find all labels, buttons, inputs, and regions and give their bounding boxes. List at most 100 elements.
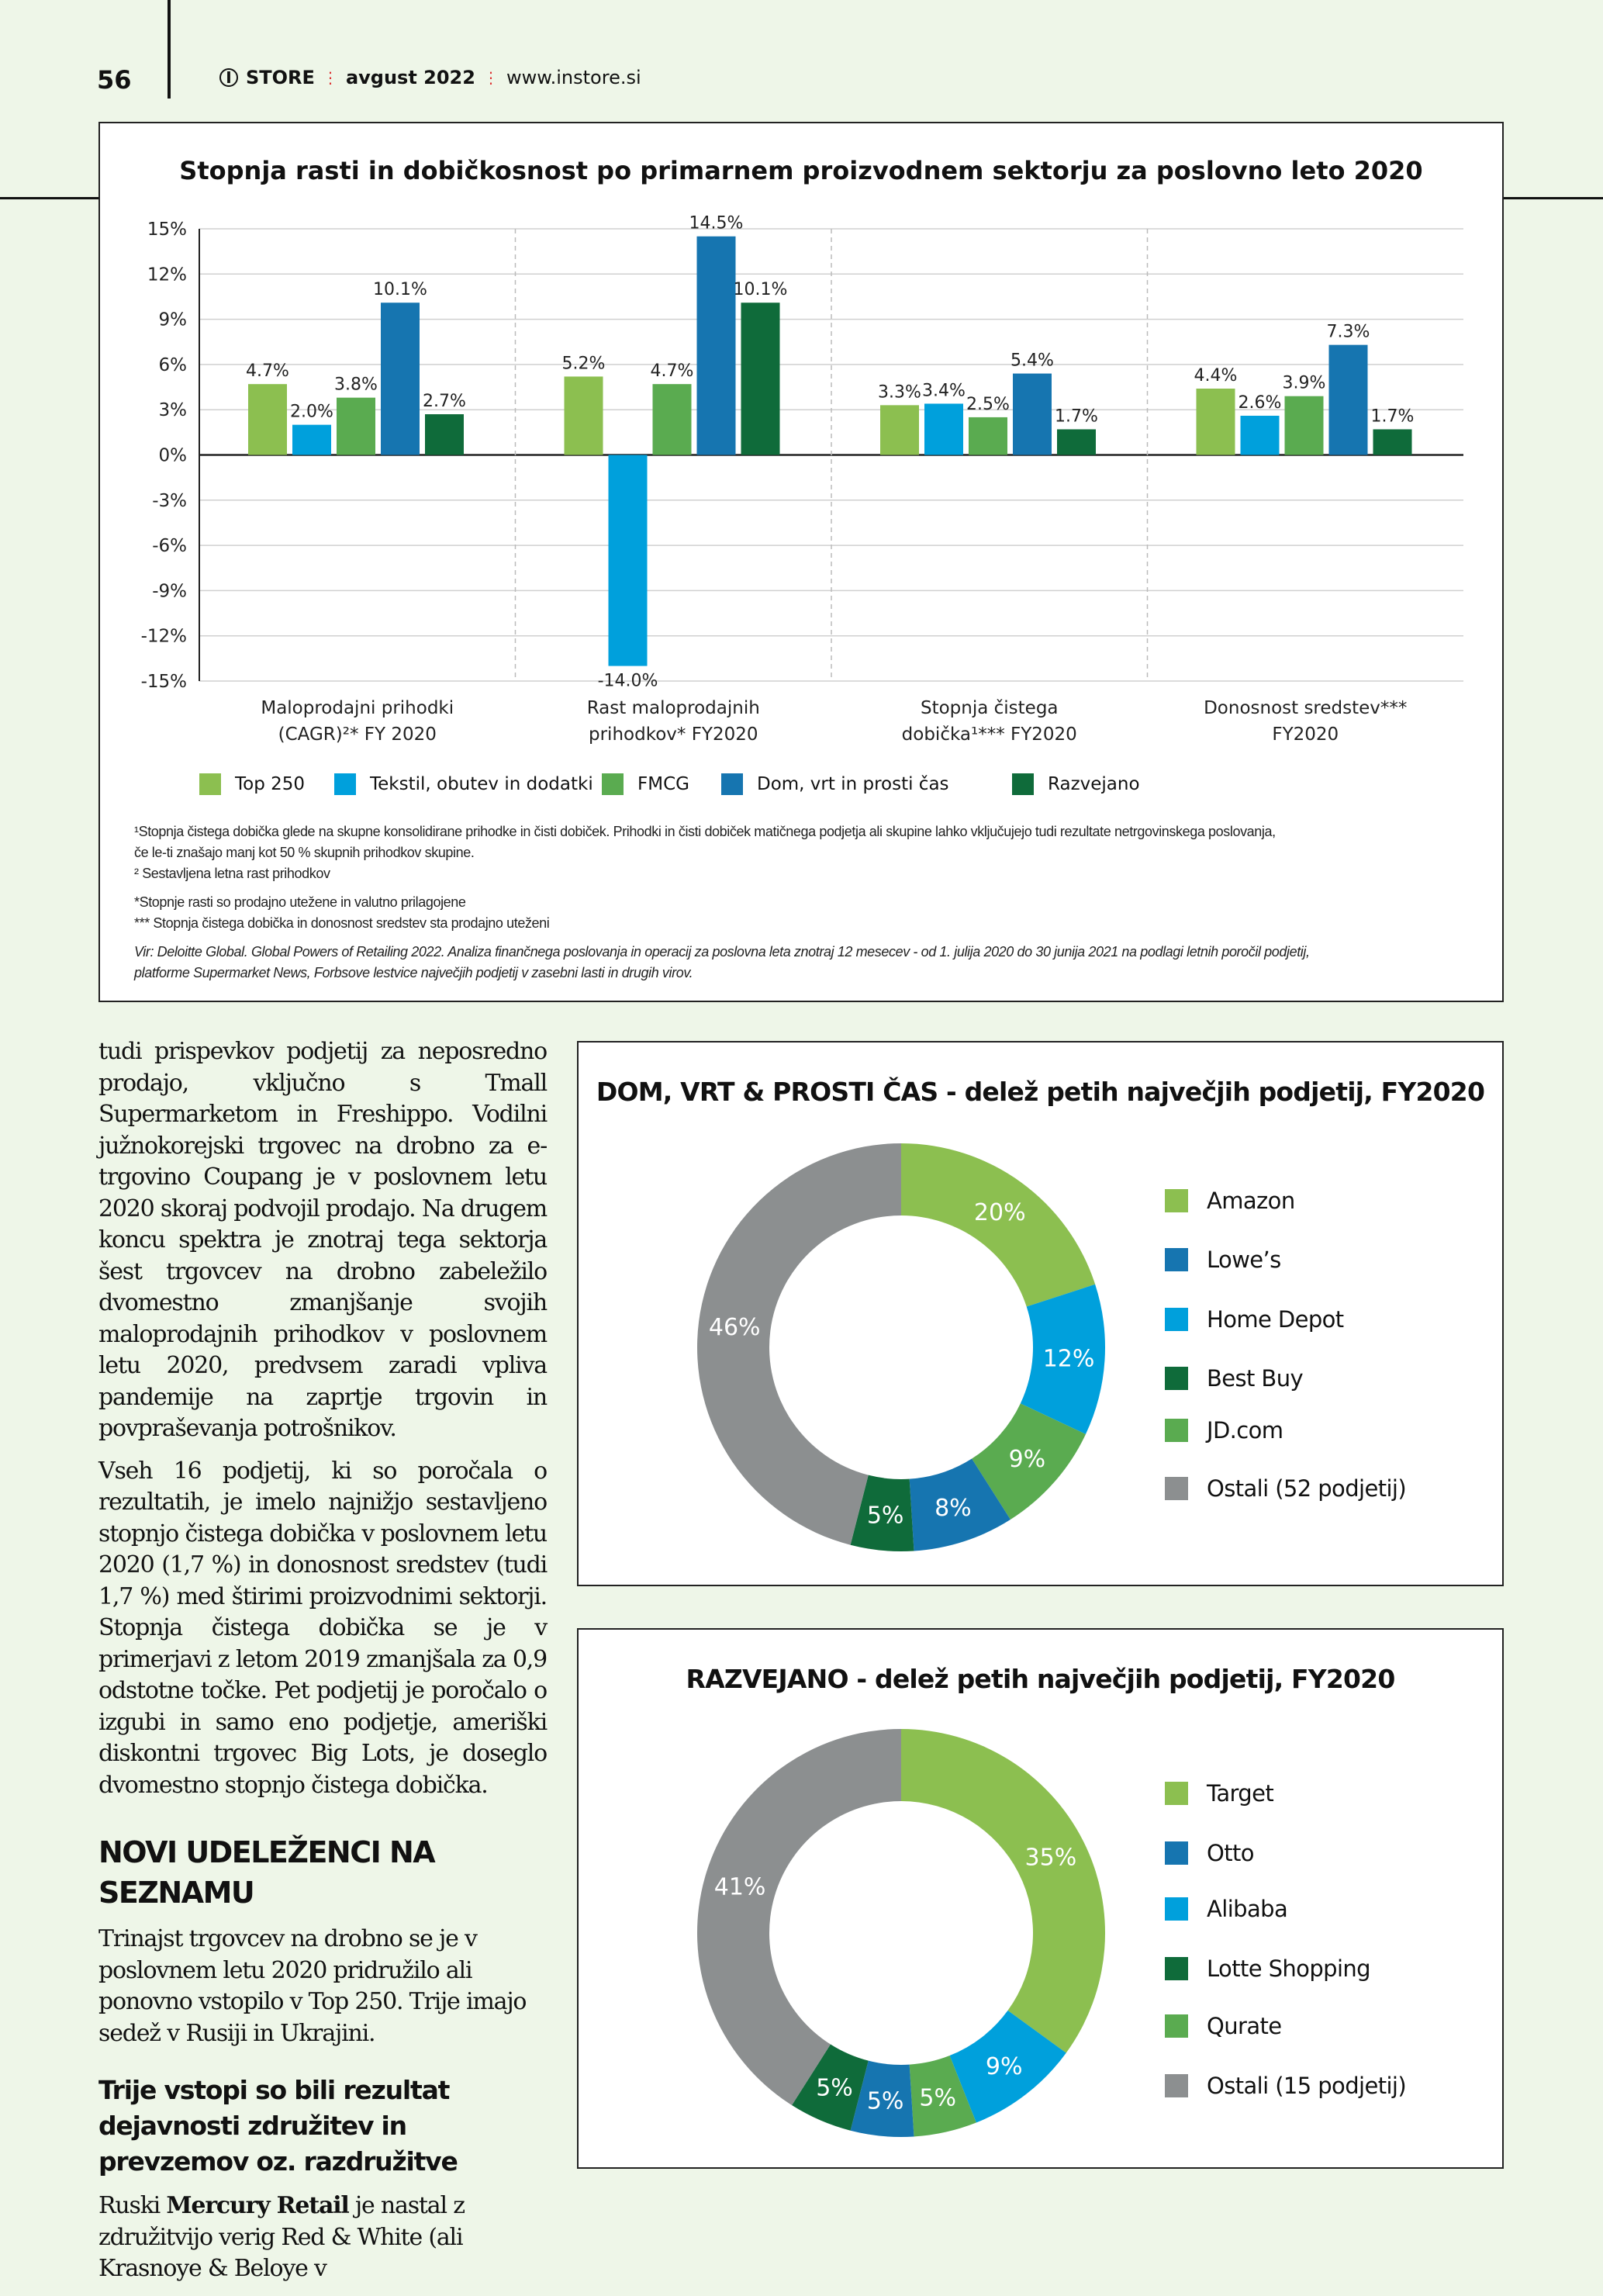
legend-swatch <box>1165 2014 1188 2038</box>
y-tick-label: -15% <box>141 672 187 692</box>
chart-legend: Top 250 Tekstil, obutev in dodatki FMCG Dom… <box>100 773 1502 804</box>
legend-item: JD.com <box>1165 1417 1283 1444</box>
category-label: Donosnost sredstev*** <box>1204 698 1407 718</box>
data-label: 14.5% <box>689 214 744 233</box>
bar <box>1013 373 1052 455</box>
data-label: 1.7% <box>1371 406 1415 426</box>
legend-label: Tekstil, obutev in dodatki <box>370 774 593 794</box>
legend-swatch <box>1165 1419 1188 1442</box>
y-tick-label: -12% <box>141 627 187 647</box>
bar <box>608 455 648 666</box>
legend-item: Ostali (15 podjetij) <box>1165 2073 1407 2099</box>
legend-swatch <box>602 773 624 795</box>
legend-item: Otto <box>1165 1840 1255 1866</box>
bar <box>1373 429 1412 455</box>
logo-text: STORE <box>246 67 315 88</box>
legend-label: JD.com <box>1207 1417 1283 1444</box>
legend-label: Target <box>1207 1780 1274 1807</box>
donut-panel-dom: DOM, VRT & PROSTI ČAS - delež petih najv… <box>577 1041 1504 1586</box>
legend-item: Top 250 <box>199 773 305 795</box>
header-divider <box>168 0 171 99</box>
legend-swatch <box>334 773 356 795</box>
legend-label: Lotte Shopping <box>1207 1955 1371 1982</box>
y-tick-label: 3% <box>159 400 188 420</box>
note: če le-ti znašajo manj kot 50 % skupnih p… <box>134 845 475 860</box>
data-label: 3.4% <box>922 381 966 400</box>
y-tick-label: 0% <box>159 446 188 466</box>
slice-label: 9% <box>1009 1446 1046 1473</box>
slice-label: 20% <box>974 1199 1026 1226</box>
masthead: I STORE ⋮ avgust 2022 ⋮ www.instore.si <box>219 67 641 88</box>
donut-chart: 35% 9% 5% 5% 5% 41% <box>697 1729 1105 2137</box>
data-label: 2.7% <box>423 392 466 411</box>
note: ¹Stopnja čistega dobička glede na skupne… <box>134 824 1276 839</box>
category-label: Maloprodajni prihodki <box>261 698 454 718</box>
slice-label: 5% <box>816 2075 853 2102</box>
y-tick-label: 12% <box>147 265 187 285</box>
source-note: platforme Supermarket News, Forbsove les… <box>134 965 693 980</box>
legend-item: Ostali (52 podjetij) <box>1165 1475 1407 1502</box>
slice-label: 35% <box>1025 1845 1077 1872</box>
bar <box>1057 429 1096 455</box>
bar-chart-panel: Stopnja rasti in dobičkosnost po primarn… <box>98 122 1504 1002</box>
bar <box>337 397 375 455</box>
bar <box>248 384 287 455</box>
website-link[interactable]: www.instore.si <box>506 67 641 88</box>
bar <box>741 303 780 455</box>
donut-slice <box>697 1143 901 1545</box>
data-label: 4.7% <box>246 361 289 381</box>
donut-slice <box>909 2056 976 2137</box>
bar <box>1328 344 1368 455</box>
paragraph: tudi prispevkov podjetij za neposredno p… <box>98 1038 548 1442</box>
legend-swatch <box>199 773 221 795</box>
data-label: 3.8% <box>334 375 378 395</box>
donut-chart: 20% 12% 9% 8% 5% 46% <box>697 1143 1105 1551</box>
y-tick-label: 15% <box>147 220 187 240</box>
donut-slice <box>792 2044 869 2131</box>
y-tick-label: -9% <box>152 581 187 601</box>
text: Ruski <box>98 2192 167 2219</box>
bar <box>924 403 963 455</box>
bar <box>969 417 1007 455</box>
legend-swatch <box>1165 2074 1188 2097</box>
data-label: 2.5% <box>966 395 1010 414</box>
donut-slice <box>1020 1284 1105 1434</box>
legend-item: Amazon <box>1165 1188 1295 1214</box>
donut-slice <box>697 1729 901 2106</box>
y-tick-label: -6% <box>152 536 187 556</box>
section-heading: NOVI UDELEŽENCI NA SEZNAMU <box>98 1835 436 1910</box>
donut-title: DOM, VRT & PROSTI ČAS - delež petih najv… <box>596 1077 1485 1107</box>
chart-title: Stopnja rasti in dobičkosnost po primarn… <box>179 156 1423 185</box>
legend-swatch <box>1165 1782 1188 1805</box>
donut-slice <box>901 1143 1096 1307</box>
slice-label: 8% <box>935 1495 972 1522</box>
legend-swatch <box>721 773 743 795</box>
bar <box>425 414 464 455</box>
instore-logo-icon: I <box>219 68 238 87</box>
bar <box>1240 415 1280 455</box>
legend-label: Lowe’s <box>1207 1247 1281 1273</box>
subheading: Trije vstopi so bili rezultat dejavnosti… <box>98 2075 458 2177</box>
data-label: 10.1% <box>373 280 427 299</box>
legend-item: Alibaba <box>1165 1896 1288 1922</box>
legend-item: Best Buy <box>1165 1365 1304 1392</box>
donut-slice <box>850 2060 914 2137</box>
rule-right <box>1504 197 1603 199</box>
legend-label: Ostali (15 podjetij) <box>1207 2073 1407 2099</box>
category-label: Stopnja čistega <box>921 698 1059 718</box>
legend-label: Top 250 <box>235 774 306 794</box>
legend-label: Home Depot <box>1207 1306 1344 1333</box>
category-label: Rast maloprodajnih <box>587 698 760 718</box>
donut-slice <box>850 1475 914 1551</box>
bar <box>292 424 331 455</box>
data-label: 1.7% <box>1055 406 1098 426</box>
issue-date: avgust 2022 <box>345 67 475 88</box>
slice-label: 46% <box>709 1314 761 1341</box>
page-number: 56 <box>97 65 132 95</box>
article-column: tudi prispevkov podjetij za neposredno p… <box>98 1036 548 2296</box>
legend-item: Home Depot <box>1165 1306 1344 1333</box>
note: *Stopnje rasti so prodajno utežene in va… <box>134 894 466 910</box>
bar <box>1284 396 1324 455</box>
data-label: 3.9% <box>1283 374 1326 393</box>
data-label: 2.0% <box>290 403 333 422</box>
